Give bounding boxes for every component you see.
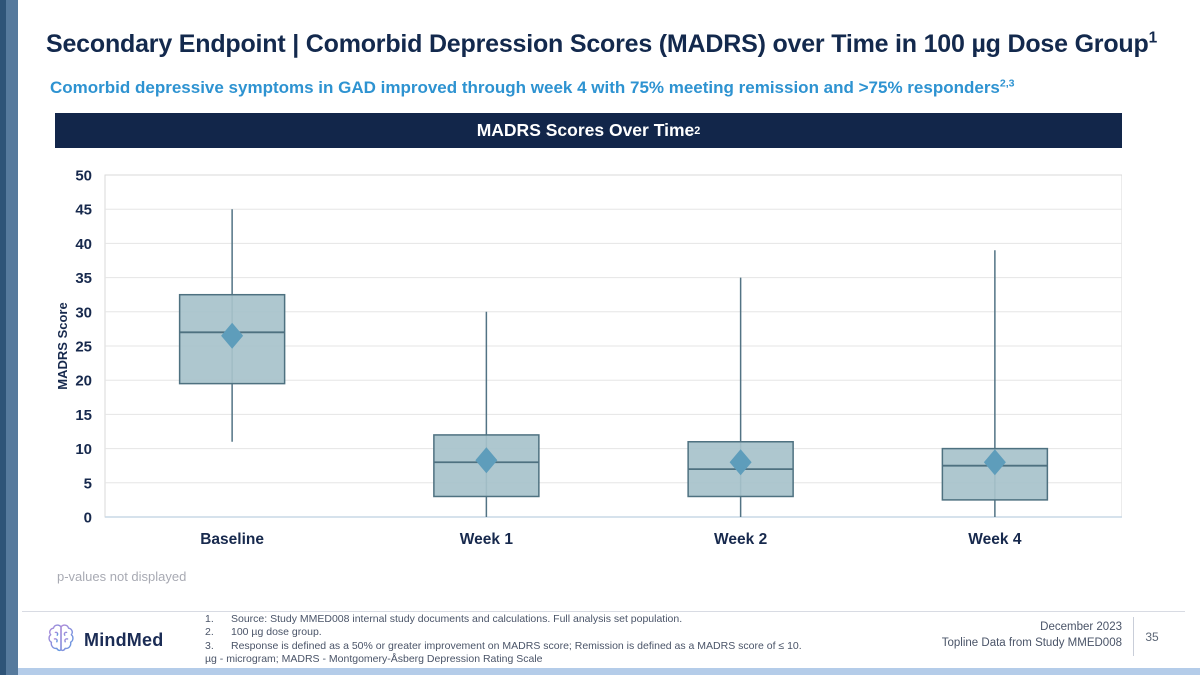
- madrs-boxplot-svg: 0 5 10 15 20 25 30 35 40 45 50 MADRS Score Baseline W…: [55, 168, 1123, 548]
- page-title: Secondary Endpoint | Comorbid Depression…: [46, 30, 1191, 59]
- y-tick-label: 30: [75, 304, 92, 321]
- mean-diamond-marker: [475, 447, 498, 474]
- y-tick-label: 0: [84, 510, 92, 527]
- footer-divider: [22, 611, 1185, 612]
- chart-title-text: MADRS Scores Over Time: [476, 120, 695, 140]
- left-accent-bar: [0, 0, 18, 675]
- y-tick-label: 10: [75, 441, 92, 458]
- y-tick-label: 50: [75, 168, 92, 185]
- footnote-1: 1. Source: Study MMED008 internal study d…: [205, 613, 925, 626]
- y-tick-label: 5: [84, 475, 92, 492]
- y-tick-label: 35: [75, 270, 92, 287]
- y-tick-label: 25: [75, 339, 92, 356]
- page-number: 35: [1145, 630, 1159, 644]
- footnote-3-text: Response is defined as a 50% or greater …: [231, 639, 802, 652]
- page-number-divider: [1133, 617, 1134, 656]
- mean-diamond-marker: [221, 322, 244, 349]
- y-tick-label: 40: [75, 236, 92, 253]
- mean-diamond-marker: [983, 449, 1006, 476]
- footer-date: December 2023: [1040, 621, 1122, 633]
- subtitle-superscript: 2,3: [999, 77, 1015, 90]
- y-tick-label: 15: [75, 407, 92, 424]
- footer-right-block: December 2023 Topline Data from Study MM…: [942, 620, 1122, 651]
- x-category-label: Baseline: [200, 531, 264, 548]
- title-superscript: 1: [1148, 29, 1158, 47]
- footnote-1-text: Source: Study MMED008 internal study doc…: [231, 613, 683, 625]
- footnotes: 1. Source: Study MMED008 internal study d…: [205, 613, 925, 667]
- footnote-1-number: 1.: [205, 613, 214, 625]
- mindmed-logo: MindMed: [46, 622, 163, 659]
- madrs-boxplot-chart: 0 5 10 15 20 25 30 35 40 45 50 MADRS Score Baseline W…: [55, 160, 1123, 560]
- x-category-label: Week 1: [460, 531, 514, 548]
- footnote-2: 2. 100 µg dose group.: [205, 626, 925, 639]
- footnote-2-text: 100 µg dose group.: [231, 626, 322, 639]
- x-category-label: Week 2: [714, 531, 767, 548]
- y-axis-title: MADRS Score: [55, 302, 70, 389]
- mindmed-brain-icon: [46, 622, 76, 659]
- mindmed-logo-text: MindMed: [84, 630, 164, 650]
- x-category-label: Week 4: [968, 531, 1022, 548]
- bottom-accent-strip: [18, 668, 1200, 675]
- chart-title-banner: MADRS Scores Over Time 2: [55, 113, 1122, 148]
- footer-source-line: Topline Data from Study MMED008: [941, 636, 1122, 649]
- abbreviations-line: µg - microgram; MADRS - Montgomery-Åsber…: [205, 653, 543, 666]
- footnote-3-number: 3.: [205, 639, 214, 652]
- pvalues-note: p-values not displayed: [57, 569, 187, 584]
- y-tick-label: 20: [75, 373, 92, 390]
- page-title-text: Secondary Endpoint | Comorbid Depression…: [46, 30, 1149, 58]
- y-tick-label: 45: [75, 202, 92, 219]
- footnote-2-number: 2.: [205, 626, 214, 639]
- footnote-3: 3. Response is defined as a 50% or greate…: [205, 640, 925, 653]
- mean-diamond-marker: [729, 449, 752, 476]
- subtitle: Comorbid depressive symptoms in GAD impr…: [50, 78, 1170, 98]
- subtitle-text: Comorbid depressive symptoms in GAD impr…: [50, 78, 1000, 97]
